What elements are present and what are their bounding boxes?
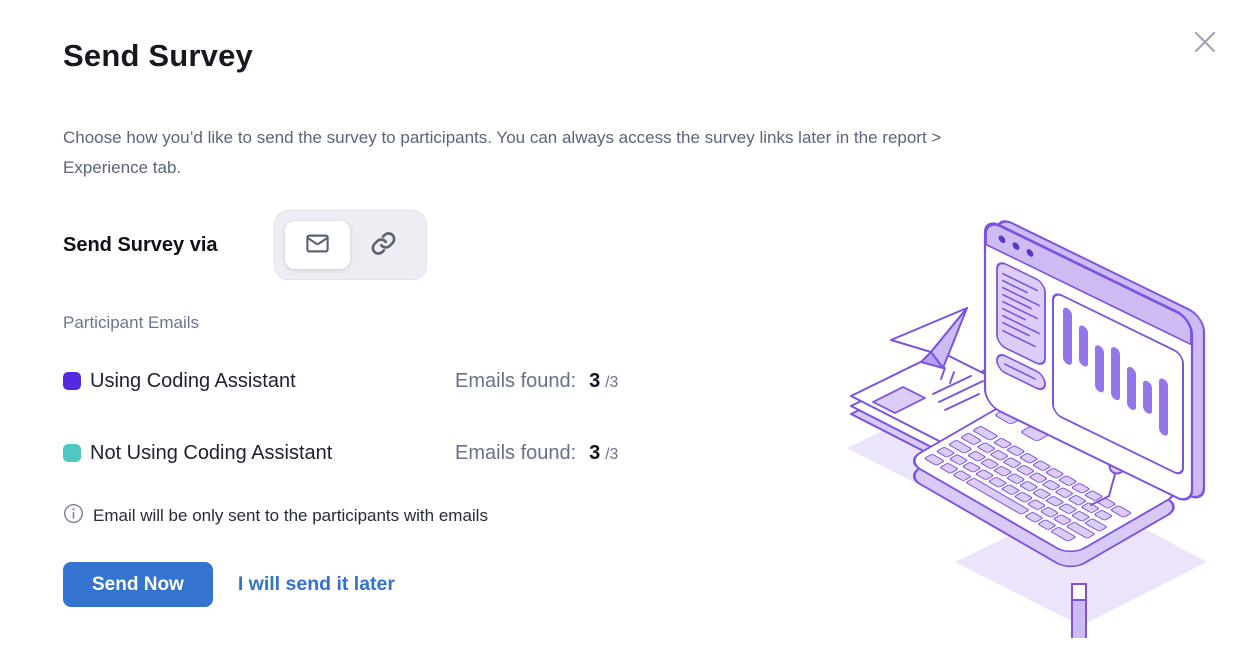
group-color-swatch (63, 372, 81, 390)
modal-description: Choose how you’d like to send the survey… (63, 128, 942, 177)
browser-top-bar (985, 223, 1192, 346)
send-via-label: Send Survey via (63, 234, 218, 256)
send-later-link[interactable]: I will send it later (237, 573, 395, 595)
participant-emails-heading: Participant Emails (63, 313, 200, 332)
email-note-row: Email will be only sent to the participa… (63, 503, 488, 529)
survey-computer-illustration (845, 198, 1225, 668)
emails-found-total: /3 (605, 373, 619, 391)
modal-title: Send Survey (63, 38, 254, 73)
monitor (983, 220, 1206, 501)
emails-found-label: Emails found: (455, 441, 577, 464)
modal-actions: Send Now I will send it later (63, 562, 395, 607)
participant-group-row: Not Using Coding Assistant Emails found:… (63, 439, 713, 467)
group-color-swatch (63, 444, 81, 462)
close-button[interactable] (1188, 26, 1222, 60)
emails-found-total: /3 (605, 445, 619, 463)
participant-group-row: Using Coding Assistant Emails found: 3 /… (63, 367, 713, 395)
send-via-row: Send Survey via (63, 210, 663, 280)
close-icon (1192, 29, 1218, 58)
info-icon (63, 503, 84, 529)
group-label: Not Using Coding Assistant (90, 441, 333, 464)
email-note-text: Email will be only sent to the participa… (93, 506, 488, 525)
emails-found: Emails found: 3 /3 (455, 442, 618, 465)
envelope-icon (304, 230, 331, 260)
group-label: Using Coding Assistant (90, 369, 296, 392)
chart-bars (1063, 307, 1168, 436)
send-via-segmented-control (274, 210, 427, 280)
paper-plane (890, 307, 968, 369)
send-via-email-option[interactable] (285, 221, 350, 269)
emails-found: Emails found: 3 /3 (455, 370, 618, 393)
send-now-button[interactable]: Send Now (63, 562, 213, 607)
emails-found-label: Emails found: (455, 369, 577, 392)
emails-found-count: 3 (589, 441, 601, 464)
link-icon (370, 230, 397, 260)
emails-found-count: 3 (589, 369, 601, 392)
send-via-link-option[interactable] (352, 221, 417, 269)
